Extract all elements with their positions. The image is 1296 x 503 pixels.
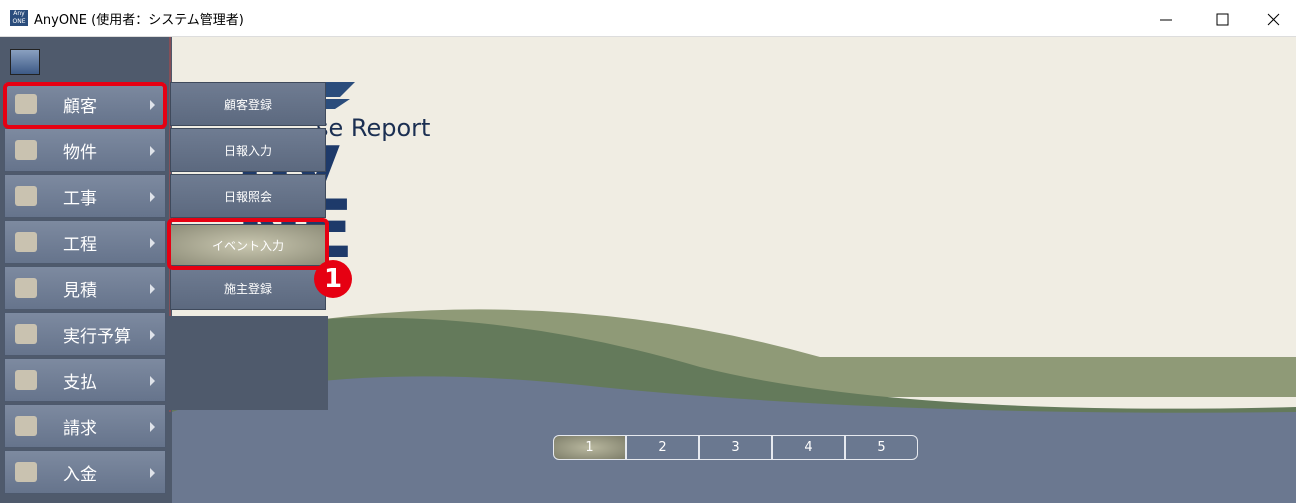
highlight-box — [167, 218, 329, 270]
submenu-footer — [168, 316, 328, 410]
menu-arrow — [150, 284, 155, 294]
app-icon: Any ONE — [10, 10, 28, 26]
step-badge: 1 — [314, 260, 352, 298]
menu-item[interactable]: 工事 — [4, 174, 166, 218]
window-controls[interactable] — [1150, 8, 1290, 30]
menu-item[interactable]: 見積 — [4, 266, 166, 310]
menu-arrow — [150, 376, 155, 386]
submenu-item[interactable]: 顧客登録 — [170, 82, 326, 126]
menu-icon — [15, 232, 37, 252]
menu-icon — [15, 186, 37, 206]
menu-icon — [15, 278, 37, 298]
page-button[interactable]: 3 — [699, 435, 772, 460]
menu-item[interactable]: 支払 — [4, 358, 166, 402]
menu-label: 見積 — [63, 276, 97, 301]
page-button[interactable]: 2 — [626, 435, 699, 460]
menu-icon — [15, 370, 37, 390]
submenu-item[interactable]: 日報照会 — [170, 174, 326, 218]
menu-item[interactable]: 物件 — [4, 128, 166, 172]
menu-arrow — [150, 468, 155, 478]
page-button[interactable]: 4 — [772, 435, 845, 460]
menu-arrow — [150, 330, 155, 340]
highlight-box — [3, 82, 167, 129]
menu-arrow — [150, 192, 155, 202]
menu-item[interactable]: 実行予算 — [4, 312, 166, 356]
menu-arrow — [150, 422, 155, 432]
menu-label: 物件 — [63, 138, 97, 163]
menu-label: 実行予算 — [63, 322, 131, 347]
menu-arrow — [150, 238, 155, 248]
menu-label: 支払 — [63, 368, 97, 393]
menu-item[interactable]: 入金 — [4, 450, 166, 494]
menu-item[interactable]: 工程 — [4, 220, 166, 264]
menu-item[interactable]: 請求 — [4, 404, 166, 448]
menu-label: 工事 — [63, 184, 97, 209]
page-button[interactable]: 5 — [845, 435, 918, 460]
submenu-item[interactable]: 日報入力 — [170, 128, 326, 172]
submenu-item[interactable]: 施主登録 — [170, 266, 326, 310]
menu-icon — [15, 324, 37, 344]
menu-icon — [15, 140, 37, 160]
app-window: Any ONE AnyONE (使用者：システム管理者) se Report n… — [0, 0, 1296, 503]
menu-logo-button[interactable] — [10, 49, 40, 75]
menu-label: 工程 — [63, 230, 97, 255]
menu-icon — [15, 462, 37, 482]
page-button[interactable]: 1 — [553, 435, 626, 460]
window-title: AnyONE (使用者：システム管理者) — [34, 9, 244, 28]
menu-arrow — [150, 146, 155, 156]
menu-icon — [15, 416, 37, 436]
menu-label: 入金 — [63, 460, 97, 485]
menu-label: 請求 — [63, 414, 97, 439]
title-bar: Any ONE AnyONE (使用者：システム管理者) — [0, 0, 1296, 37]
